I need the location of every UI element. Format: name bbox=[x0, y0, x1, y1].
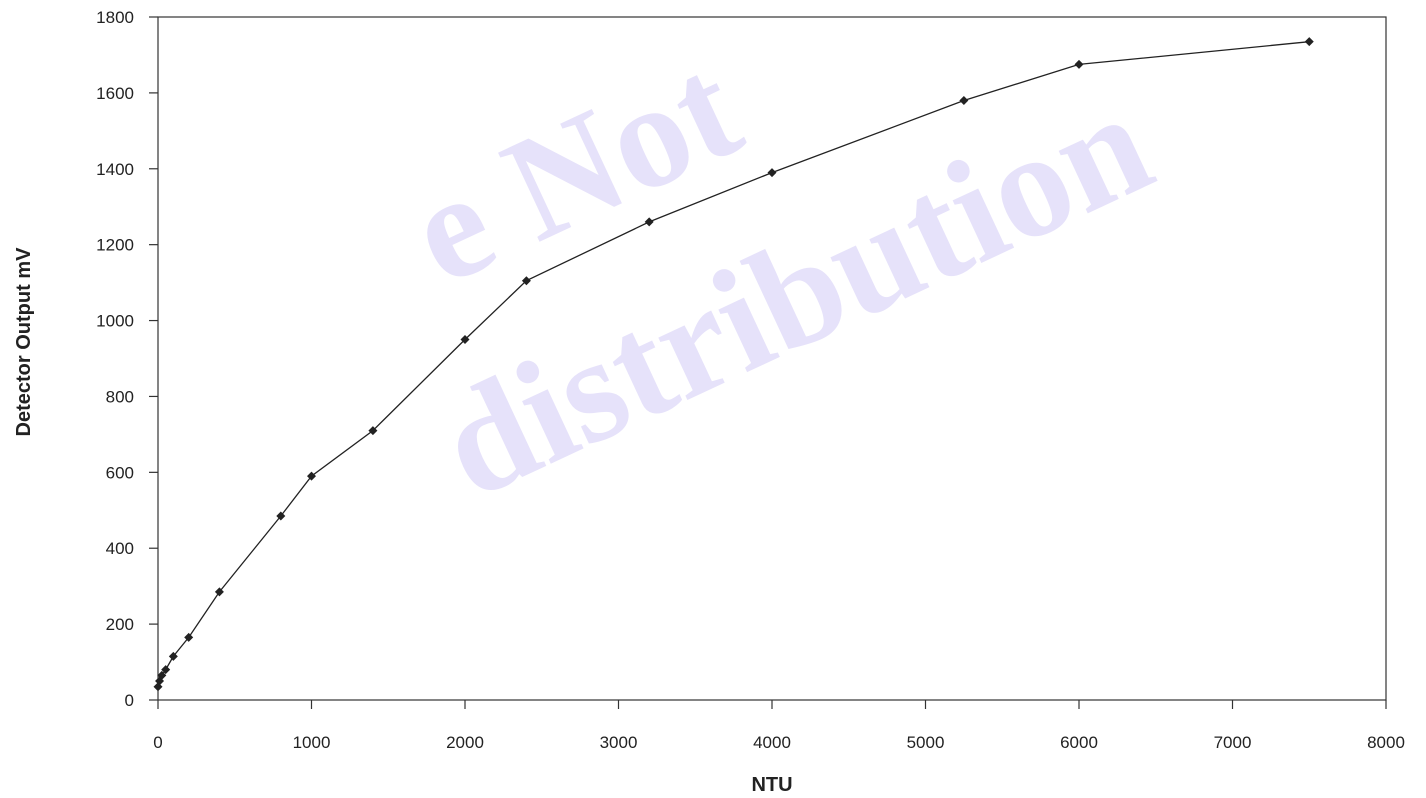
x-tick-label: 3000 bbox=[600, 733, 638, 752]
x-tick-label: 2000 bbox=[446, 733, 484, 752]
data-point bbox=[1305, 37, 1314, 46]
x-tick-label: 0 bbox=[153, 733, 162, 752]
x-axis: 0 1000 2000 3000 4000 5000 6000 7000 8000 bbox=[153, 700, 1405, 752]
data-point bbox=[959, 96, 968, 105]
y-tick-label: 1000 bbox=[96, 312, 134, 331]
y-tick-label: 400 bbox=[106, 539, 134, 558]
y-tick-label: 1200 bbox=[96, 236, 134, 255]
y-tick-label: 1400 bbox=[96, 160, 134, 179]
data-point bbox=[768, 168, 777, 177]
watermark: e Not distribution bbox=[386, 24, 1173, 530]
y-tick-label: 0 bbox=[125, 691, 134, 710]
y-tick-label: 800 bbox=[106, 387, 134, 406]
y-axis: 0 200 400 600 800 1000 1200 1400 1600 1800 bbox=[96, 8, 158, 710]
x-tick-label: 5000 bbox=[907, 733, 945, 752]
y-tick-label: 1800 bbox=[96, 8, 134, 27]
y-tick-label: 1600 bbox=[96, 84, 134, 103]
x-tick-label: 4000 bbox=[753, 733, 791, 752]
y-tick-label: 200 bbox=[106, 615, 134, 634]
data-point bbox=[1075, 60, 1084, 69]
x-tick-label: 8000 bbox=[1367, 733, 1405, 752]
x-tick-label: 1000 bbox=[293, 733, 331, 752]
x-tick-label: 7000 bbox=[1214, 733, 1252, 752]
x-axis-title: NTU bbox=[751, 774, 792, 796]
y-tick-label: 600 bbox=[106, 463, 134, 482]
x-tick-label: 6000 bbox=[1060, 733, 1098, 752]
y-axis-title: Detector Output mV bbox=[13, 247, 35, 437]
